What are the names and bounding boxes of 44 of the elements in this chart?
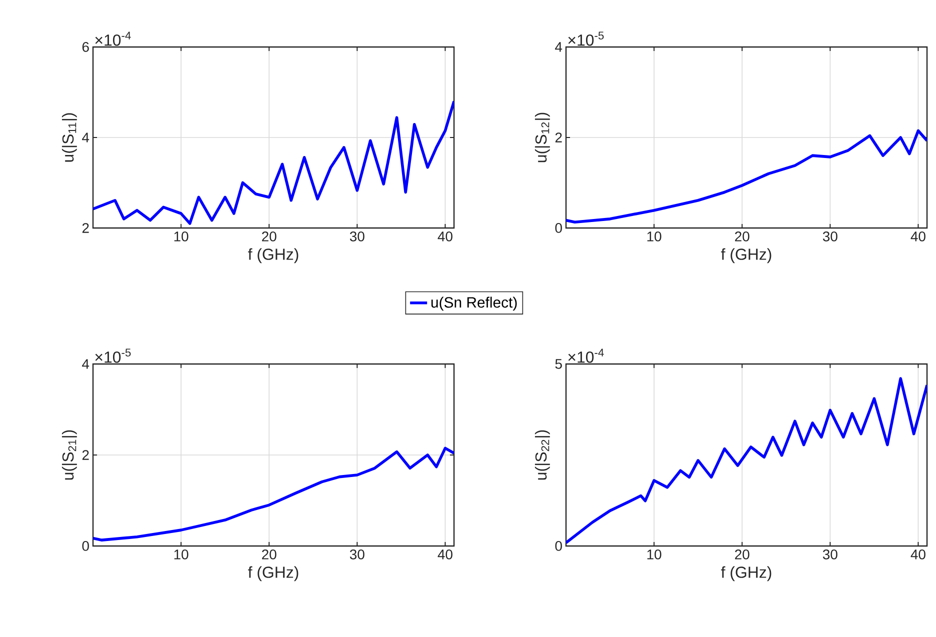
x-tick-label: 20 [262, 231, 276, 242]
x-tick-label: 20 [735, 549, 750, 560]
y-axis-title: u(|S$_{12}$|) [534, 112, 550, 162]
y-tick-label: 2 [82, 223, 89, 233]
line-series [93, 100, 454, 225]
x-tick-label: 30 [350, 549, 364, 560]
x-tick-label: 30 [822, 231, 838, 242]
x-tick-label: 10 [647, 549, 662, 560]
y-tick-label: 6 [82, 42, 89, 52]
x-axis-title: f (GHz) [248, 566, 298, 582]
x-tick-label: 40 [910, 549, 926, 560]
y-tick-label: 4 [82, 132, 90, 142]
line-series [93, 446, 454, 542]
y-tick-label: 5 [555, 359, 562, 369]
x-tick-label: 10 [174, 549, 188, 560]
x-tick-label: 20 [735, 231, 750, 242]
y-tick-label: 4 [82, 359, 90, 369]
text: ×10$^{-5}$ [568, 32, 604, 46]
x-tick-label: 40 [438, 549, 452, 560]
x-tick-label: 10 [647, 231, 662, 242]
x-tick-label: 40 [438, 231, 452, 242]
x-axis-title: f (GHz) [721, 248, 772, 264]
text: ×10$^{-4}$ [568, 348, 604, 363]
y-tick-label: 0 [555, 223, 562, 233]
y-tick-label: 0 [555, 541, 562, 551]
y-axis-title: u(|S$_{11}$|) [62, 113, 77, 162]
x-tick-label: 30 [350, 231, 364, 242]
x-axis-title: f (GHz) [248, 248, 298, 264]
line-series [566, 377, 928, 544]
x-tick-label: 30 [822, 549, 838, 560]
x-axis-title: f (GHz) [721, 566, 772, 582]
y-tick-label: 2 [82, 450, 89, 460]
line-series [566, 129, 928, 224]
text: ×10$^{-4}$ [95, 32, 131, 46]
y-axis-title: u(|S$_{21}$|) [62, 430, 77, 480]
y-tick-label: 2 [555, 132, 562, 142]
x-tick-label: 10 [174, 231, 188, 242]
x-tick-label: 40 [910, 231, 926, 242]
y-tick-label: 4 [555, 42, 562, 52]
y-axis-title: u(|S$_{22}$|) [534, 430, 550, 480]
x-tick-label: 20 [262, 549, 276, 560]
legend-label: u(Sn Reflect) [431, 296, 517, 311]
text: ×10$^{-5}$ [95, 348, 131, 363]
y-tick-label: 0 [82, 541, 89, 551]
